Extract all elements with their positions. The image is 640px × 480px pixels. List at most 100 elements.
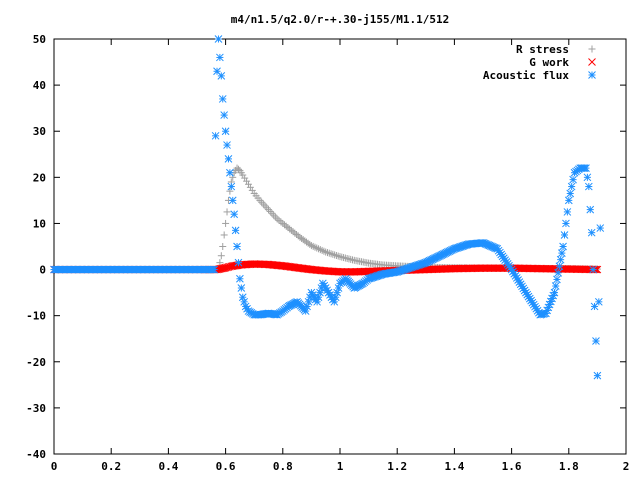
data-point	[220, 231, 228, 239]
data-point	[313, 244, 321, 252]
data-point	[218, 95, 227, 103]
data-point	[318, 246, 326, 254]
data-point	[334, 252, 342, 260]
data-point	[226, 168, 234, 177]
data-point	[584, 182, 593, 191]
data-point	[230, 210, 239, 219]
data-point	[332, 251, 340, 259]
data-point	[307, 242, 315, 250]
data-point	[216, 53, 224, 62]
data-point	[234, 165, 242, 173]
x-tick-label: 0.8	[273, 460, 293, 473]
data-point	[211, 131, 220, 140]
data-point	[301, 307, 310, 315]
data-point	[587, 228, 596, 237]
data-point	[219, 243, 227, 250]
data-point	[559, 242, 567, 251]
data-point	[333, 288, 341, 297]
data-point	[331, 251, 339, 259]
data-point	[554, 268, 563, 277]
data-point	[566, 189, 575, 198]
legend-marker	[588, 71, 596, 79]
data-point	[594, 297, 603, 306]
data-point	[313, 297, 321, 306]
data-point	[227, 182, 236, 191]
x-tick-label: 1.6	[502, 460, 522, 473]
data-point	[331, 293, 340, 302]
x-tick-label: 0.2	[101, 460, 121, 473]
y-tick-label: -20	[26, 356, 46, 369]
x-tick-label: 1	[337, 460, 344, 473]
x-tick-label: 1.4	[444, 460, 464, 473]
legend-marker	[588, 58, 596, 66]
series-layer	[50, 35, 605, 380]
data-point	[322, 248, 330, 256]
data-point	[223, 141, 231, 149]
data-point	[316, 246, 324, 254]
data-point	[549, 291, 558, 300]
data-point	[563, 208, 572, 216]
data-point	[567, 182, 576, 191]
data-point	[226, 187, 234, 195]
x-tick-label: 0	[51, 460, 58, 473]
x-axis: 0 0.2 0.4 0.6 0.8 1 1.2 1.4 1.6 1.8 2	[51, 39, 630, 473]
data-point	[222, 219, 230, 227]
data-point	[560, 231, 569, 239]
data-point	[564, 196, 573, 205]
data-point	[550, 288, 559, 297]
data-point	[316, 288, 324, 297]
data-point	[596, 224, 605, 232]
data-point	[217, 252, 225, 260]
data-point	[210, 265, 219, 274]
data-point	[314, 293, 323, 302]
chart-title: m4/n1.5/q2.0/r-+.30-j155/M1.1/512	[231, 13, 450, 26]
data-point	[231, 226, 240, 235]
data-point	[586, 205, 595, 214]
data-point	[555, 262, 564, 271]
data-point	[221, 127, 230, 136]
y-tick-label: 40	[33, 79, 46, 92]
data-point	[592, 337, 600, 345]
data-point	[583, 173, 592, 182]
y-tick-label: 30	[33, 125, 46, 138]
data-point	[233, 242, 241, 251]
y-tick-label: -30	[26, 402, 46, 415]
data-point	[551, 282, 560, 290]
data-point	[325, 249, 333, 257]
x-tick-label: 1.2	[387, 460, 407, 473]
data-point	[220, 111, 229, 119]
data-point	[304, 297, 313, 306]
series-g-work	[50, 260, 602, 276]
data-point	[556, 255, 565, 264]
data-point	[223, 208, 231, 216]
data-point	[214, 35, 223, 43]
data-point	[303, 302, 311, 311]
data-point	[234, 258, 243, 267]
data-point	[217, 72, 226, 80]
data-point	[224, 155, 233, 163]
data-point	[569, 175, 577, 184]
data-point	[237, 284, 246, 292]
y-tick-label: -40	[26, 448, 46, 461]
data-point	[589, 265, 597, 274]
data-point	[558, 249, 566, 257]
data-point	[327, 250, 335, 258]
data-point	[562, 219, 570, 228]
data-point	[240, 297, 249, 306]
legend-label: G work	[529, 56, 569, 69]
data-point	[311, 243, 319, 251]
y-tick-label: 10	[33, 217, 46, 230]
data-point	[236, 274, 244, 283]
data-point	[238, 293, 247, 302]
x-tick-label: 0.6	[216, 460, 236, 473]
data-point	[228, 196, 237, 205]
data-point	[309, 242, 317, 250]
y-tick-label: 0	[39, 264, 46, 277]
data-point	[582, 164, 590, 172]
data-point	[553, 275, 561, 284]
data-point	[330, 297, 339, 306]
y-tick-label: 20	[33, 171, 46, 184]
x-tick-label: 2	[623, 460, 630, 473]
